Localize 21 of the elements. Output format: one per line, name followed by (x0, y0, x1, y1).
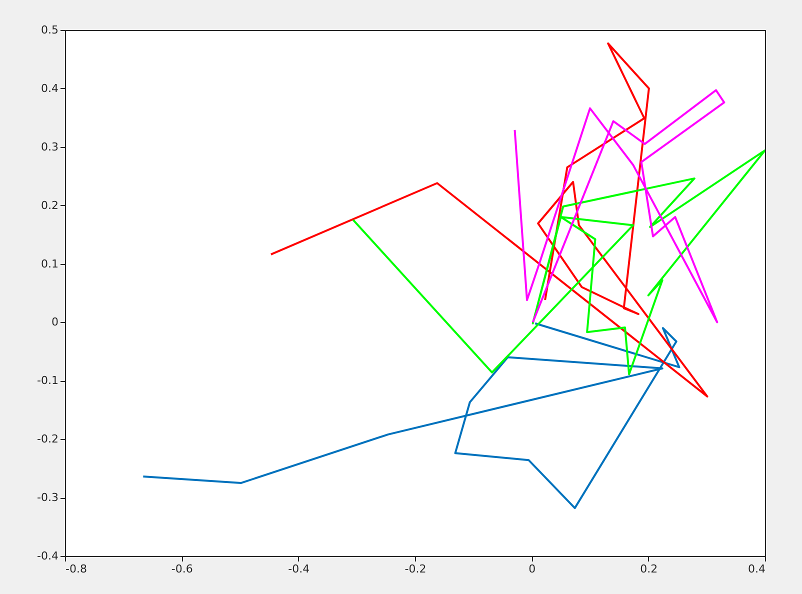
x-tick-label: 0.4 (748, 562, 766, 576)
x-tick-label: -0.2 (404, 562, 426, 576)
line-series (270, 42, 708, 398)
y-tick-label: 0.3 (41, 140, 58, 154)
x-tick-label: 0 (528, 562, 536, 576)
x-tick-label: -0.8 (66, 562, 87, 576)
line-series (352, 149, 765, 376)
line-series (514, 89, 726, 324)
x-tick-label: -0.4 (288, 562, 310, 576)
y-tick-label: 0 (52, 316, 58, 329)
y-tick-label: 0.2 (41, 198, 58, 212)
x-tick-label: -0.6 (171, 562, 193, 576)
y-tick-label: 0.5 (41, 24, 58, 36)
y-tick-label: 0.4 (41, 82, 58, 95)
y-tick-label: -0.4 (37, 550, 58, 562)
y-tick-label: 0.1 (41, 257, 58, 270)
y-tick-label: -0.2 (37, 432, 58, 446)
x-tick-label: 0.2 (640, 562, 658, 576)
y-tick-label: -0.3 (37, 491, 58, 504)
line-series (142, 322, 680, 510)
y-tick-label: -0.1 (37, 374, 58, 388)
